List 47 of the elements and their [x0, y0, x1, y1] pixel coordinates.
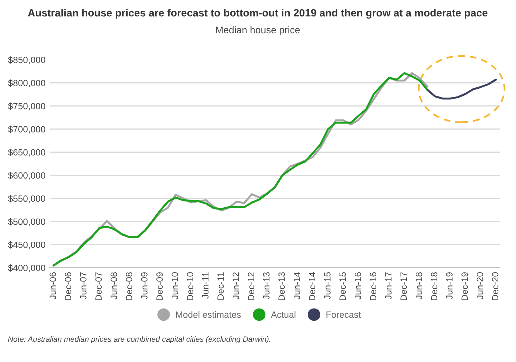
x-tick-label: Jun-16	[354, 272, 362, 300]
x-tick-label: Dec-06	[65, 272, 72, 301]
x-tick-label: Jun-19	[446, 272, 453, 300]
x-tick-label: Jun-09	[141, 272, 148, 300]
x-tick-label: Dec-20	[492, 272, 499, 301]
x-tick-label: Jun-13	[263, 272, 270, 300]
x-tick-label: Jun-06	[50, 272, 56, 300]
y-tick-label: $500,000	[8, 218, 46, 226]
x-tick-label: Jun-18	[416, 272, 422, 300]
x-tick-label: Dec-12	[248, 272, 255, 301]
x-tick-label: Dec-09	[156, 272, 164, 301]
x-tick-label: Dec-19	[462, 272, 468, 301]
y-tick-label: $450,000	[8, 241, 46, 250]
x-tick-label: Dec-13	[278, 272, 286, 301]
x-tick-label: Dec-07	[96, 272, 102, 301]
y-tick-label: $550,000	[8, 195, 46, 204]
y-tick-label: $800,000	[8, 80, 46, 88]
x-tick-label: Dec-15	[340, 272, 346, 301]
line-series	[426, 78, 498, 100]
x-tick-label: Dec-16	[370, 272, 377, 301]
x-tick-label: Jun-11	[202, 272, 209, 299]
x-tick-label: Jun-08	[110, 272, 118, 300]
y-tick-label: $850,000	[8, 56, 46, 64]
y-tick-label: $750,000	[8, 102, 46, 111]
x-tick-label: Jun-12	[232, 272, 240, 300]
line-series	[52, 72, 429, 267]
x-tick-label: Jun-17	[386, 272, 392, 300]
x-tick-label: Jun-15	[324, 272, 331, 300]
x-tick-label: Dec-18	[431, 272, 438, 301]
y-tick-label: $700,000	[8, 126, 46, 134]
x-tick-label: Dec-14	[309, 272, 316, 301]
chart-subtitle: Median house price	[216, 26, 300, 36]
x-tick-label: Jun-20	[476, 272, 484, 300]
x-tick-label: Dec-08	[126, 272, 133, 301]
x-tick-label: Jun-10	[172, 272, 178, 300]
legend-label: Forecast	[326, 312, 362, 318]
x-tick-label: Dec-10	[187, 272, 194, 301]
y-tick-label: $600,000	[8, 172, 46, 180]
legend-label: Model estimates	[176, 311, 242, 318]
y-tick-label: $650,000	[8, 149, 46, 157]
x-tick-label: Jun-14	[294, 272, 300, 300]
chart-title: Australian house prices are forecast to bottom-out in 2019 and then grow at a moderate pace	[28, 9, 488, 19]
x-tick-label: Dec-11	[218, 272, 224, 300]
legend-label: Actual	[271, 311, 296, 318]
x-tick-label: Jun-07	[80, 272, 87, 300]
y-tick-label: $400,000	[8, 264, 46, 272]
x-tick-label: Dec-17	[400, 272, 408, 301]
